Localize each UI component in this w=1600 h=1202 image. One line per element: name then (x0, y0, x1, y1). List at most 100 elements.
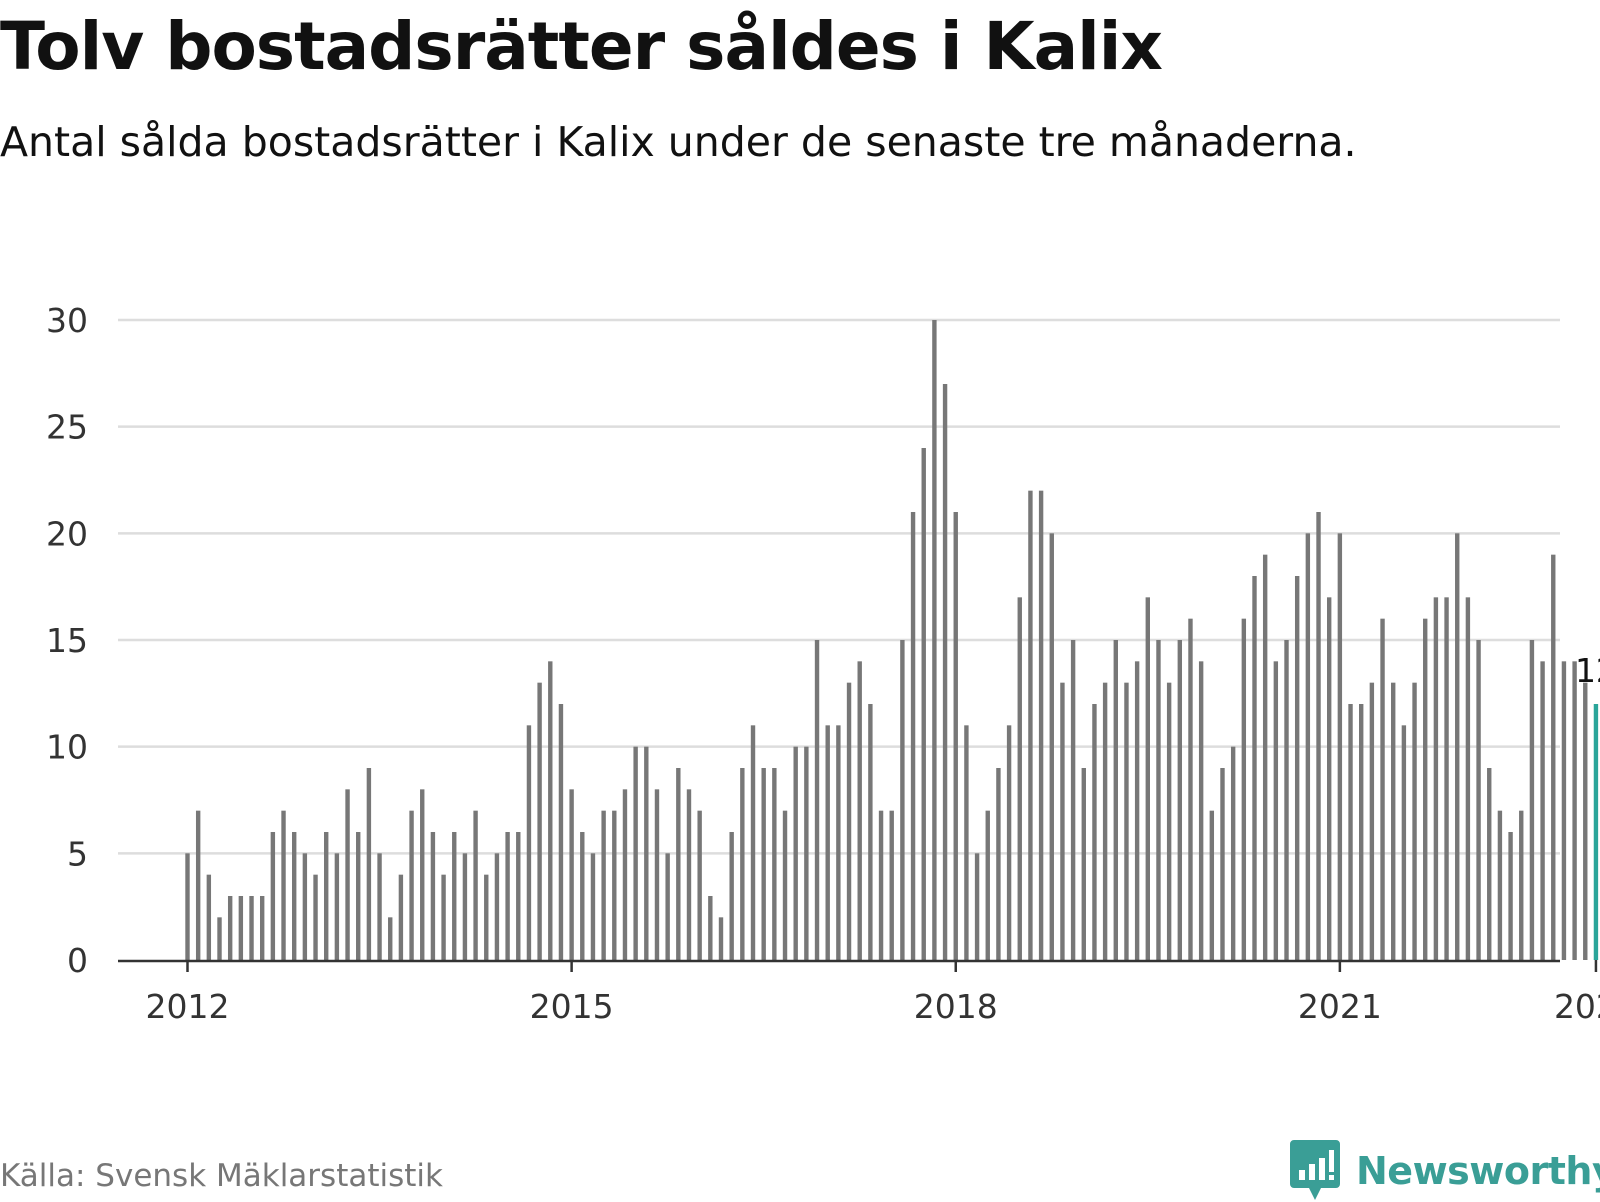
bar (1177, 640, 1183, 960)
bar (1220, 768, 1225, 960)
bar (1209, 810, 1215, 960)
bar (1060, 682, 1065, 960)
bar (1551, 554, 1556, 960)
bar (1241, 618, 1247, 960)
bar (1081, 768, 1086, 960)
bar (708, 896, 713, 960)
bar (1433, 597, 1439, 960)
x-tick-label: 2012 (146, 987, 230, 1026)
bar (1359, 704, 1364, 960)
y-tick-label: 5 (67, 834, 88, 873)
bar (1487, 768, 1492, 960)
bar (409, 810, 414, 960)
bar (1561, 661, 1567, 960)
bar (921, 448, 926, 960)
bar (292, 832, 297, 960)
brand-logo[interactable]: Newsworthy (1290, 1140, 1600, 1202)
y-tick-label: 10 (46, 728, 88, 767)
bar (398, 874, 404, 960)
bar (1412, 682, 1417, 960)
bar (1113, 640, 1118, 960)
data-label: 12 (1575, 651, 1600, 690)
bar (356, 832, 361, 960)
bar (1369, 682, 1375, 960)
bar (505, 832, 510, 960)
bar (1049, 533, 1054, 960)
bar (259, 896, 265, 960)
y-tick-label: 20 (46, 514, 88, 553)
bar (377, 853, 382, 960)
bar (1348, 704, 1353, 960)
bar (1423, 618, 1428, 960)
bar (1188, 618, 1193, 960)
bar (1262, 554, 1268, 960)
bar (462, 853, 468, 960)
bar (1540, 661, 1545, 960)
bar (1519, 810, 1524, 960)
bar (227, 896, 233, 960)
bar (1401, 725, 1407, 960)
bar (1284, 640, 1289, 960)
bar (1038, 490, 1044, 960)
bar (1508, 832, 1513, 960)
chart-subtitle: Antal sålda bostadsrätter i Kalix under … (0, 118, 1357, 166)
bar (441, 874, 446, 960)
bar-highlight (1593, 704, 1599, 960)
bar (345, 789, 350, 960)
bar (494, 853, 500, 960)
y-tick-label: 15 (46, 621, 88, 660)
bar (1326, 597, 1332, 960)
bar (430, 832, 436, 960)
newsworthy-logo-icon (1290, 1140, 1340, 1200)
bar (1166, 682, 1172, 960)
bar (1102, 682, 1108, 960)
bar (942, 384, 948, 960)
bar (270, 832, 276, 960)
bar (1583, 682, 1588, 960)
bar (537, 682, 542, 960)
bar (1092, 704, 1097, 960)
bar (964, 725, 969, 960)
bar (665, 853, 670, 960)
bar (1198, 661, 1204, 960)
bar (206, 874, 212, 960)
bar (1294, 576, 1300, 960)
bar (569, 789, 574, 960)
bar (185, 853, 190, 960)
bar (313, 874, 318, 960)
bar (1156, 640, 1161, 960)
bar (1337, 533, 1343, 960)
bar (281, 810, 286, 960)
bar (452, 832, 457, 960)
bar (420, 789, 425, 960)
bar (825, 725, 830, 960)
bar (1380, 618, 1385, 960)
x-tick-label: 2015 (530, 987, 614, 1026)
bar (729, 832, 734, 960)
bar (1316, 512, 1321, 960)
bar (302, 853, 308, 960)
bar (217, 917, 222, 960)
bar (1017, 597, 1022, 960)
bar (1145, 597, 1150, 960)
bar (804, 746, 809, 960)
bar (238, 896, 244, 960)
bar (1465, 597, 1471, 960)
bar (484, 874, 489, 960)
bar (473, 810, 478, 960)
bar (857, 661, 862, 960)
bar-chart: 0 5 10 15 20 25 30 12 2012 2015 2018 2021 2023 (46, 301, 1600, 1026)
bar (1134, 661, 1140, 960)
bar (526, 725, 532, 960)
bar (334, 853, 340, 960)
bar (1391, 682, 1396, 960)
bar (1230, 746, 1236, 960)
bar (654, 789, 660, 960)
bar (1476, 640, 1481, 960)
x-tick-label: 2023 (1554, 987, 1600, 1026)
source-note: Källa: Svensk Mäklarstatistik (0, 1158, 443, 1194)
bar (846, 682, 852, 960)
bar (836, 725, 841, 960)
bar (996, 768, 1001, 960)
bar (558, 704, 564, 960)
